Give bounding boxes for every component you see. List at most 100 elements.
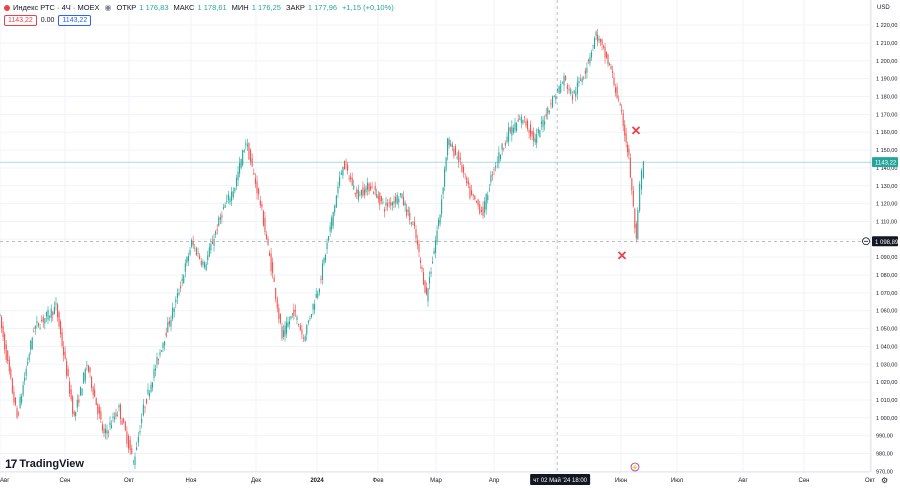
candle-up (246, 144, 248, 147)
candle-down (422, 272, 425, 285)
candle-up (208, 247, 210, 257)
tradingview-logo[interactable]: 17 TradingView (5, 457, 84, 471)
candle-up (586, 68, 588, 73)
candle-up (556, 89, 559, 92)
candle-down (276, 298, 278, 309)
candle-up (315, 293, 317, 299)
candle-down (509, 127, 511, 132)
candle-up (332, 211, 334, 226)
candle-down (472, 194, 474, 196)
x-tick-label: Сен (799, 478, 810, 484)
candle-up (186, 257, 188, 263)
candle-up (227, 194, 229, 200)
y-tick-label: 1 180,00 (876, 95, 897, 101)
candle-down (467, 181, 469, 185)
candle-up (342, 166, 344, 176)
candle-up (563, 75, 565, 86)
candle-down (347, 164, 349, 171)
candle-down (211, 241, 214, 244)
candle-up (25, 368, 27, 376)
gear-icon[interactable]: ⚙ (881, 476, 889, 485)
candle-down (479, 204, 481, 214)
candle-down (256, 181, 258, 194)
candle-up (232, 191, 234, 197)
candle-down (383, 209, 386, 212)
candle-up (28, 354, 30, 361)
buy-price-button[interactable]: 1143,22 (58, 15, 92, 26)
y-tick-label: 1 000,00 (876, 416, 897, 422)
candle-up (291, 313, 293, 315)
x-tick-label: Авг (0, 478, 10, 484)
candle-down (41, 319, 43, 322)
candle-down (565, 76, 567, 80)
candle-down (124, 421, 126, 431)
candle-down (362, 187, 364, 196)
candle-up (159, 352, 161, 356)
symbol-header: Индекс РТС · 4Ч · MOEX ◉ ОТКР 1 176,83 МА… (4, 3, 396, 12)
candle-down (168, 321, 170, 325)
candle-up (382, 202, 384, 203)
candle-up (598, 38, 600, 40)
candle-down (195, 247, 197, 256)
candle-up (495, 166, 497, 168)
x-tick-label: Окт (865, 478, 875, 484)
open-value: 1 176,83 (139, 3, 169, 12)
x-tick-label: Июл (671, 478, 684, 484)
candle-down (373, 192, 375, 195)
candle-up (282, 330, 285, 337)
candle-down (10, 368, 12, 378)
candle-up (160, 350, 163, 352)
candle-down (320, 278, 322, 280)
candle-down (119, 404, 122, 419)
candle-down (374, 186, 376, 191)
y-tick-label: 1 150,00 (876, 148, 897, 154)
candle-up (242, 150, 244, 166)
candle-down (259, 200, 261, 206)
x-marker (617, 251, 627, 260)
candle-down (571, 94, 574, 100)
candle-up (353, 185, 355, 189)
candle-down (121, 420, 123, 425)
x-marker (631, 126, 641, 135)
candle-up (19, 397, 21, 408)
candle-up (84, 369, 86, 381)
x-tick-label: Сен (60, 478, 71, 484)
candle-up (49, 316, 51, 318)
candle-down (413, 221, 415, 227)
candle-down (78, 399, 80, 403)
candle-up (592, 44, 594, 47)
candle-up (329, 226, 331, 232)
candle-up (245, 143, 247, 145)
candle-up (323, 258, 325, 264)
candle-down (418, 244, 420, 252)
candle-down (97, 404, 99, 415)
candle-down (474, 195, 476, 200)
candle-up (134, 456, 136, 466)
candle-up (324, 254, 327, 261)
candle-up (501, 143, 503, 150)
candle-up (506, 136, 508, 143)
candle-down (64, 351, 66, 359)
candle-up (499, 154, 502, 160)
candle-up (310, 313, 313, 318)
crosshair-date-label: чт 02 Май '24 18:00 (533, 477, 587, 484)
candle-down (527, 120, 529, 130)
candle-down (294, 310, 296, 312)
candle-up (136, 447, 138, 451)
last-price-label-bg (872, 157, 898, 168)
candle-down (72, 396, 74, 414)
eye-icon[interactable]: ◉ (104, 3, 112, 12)
currency-label[interactable]: USD (877, 5, 890, 11)
candle-up (112, 416, 114, 418)
symbol-title[interactable]: Индекс РТС · 4Ч · MOEX (13, 3, 100, 12)
candle-down (345, 164, 347, 165)
candle-down (610, 65, 612, 70)
candle-down (91, 377, 93, 388)
event-lightning-glyph: ⚡ (631, 464, 638, 472)
candle-up (396, 194, 398, 204)
sell-price-button[interactable]: 1143,22 (4, 15, 37, 26)
candle-up (537, 129, 539, 133)
candle-down (503, 147, 505, 149)
candle-down (4, 334, 6, 350)
